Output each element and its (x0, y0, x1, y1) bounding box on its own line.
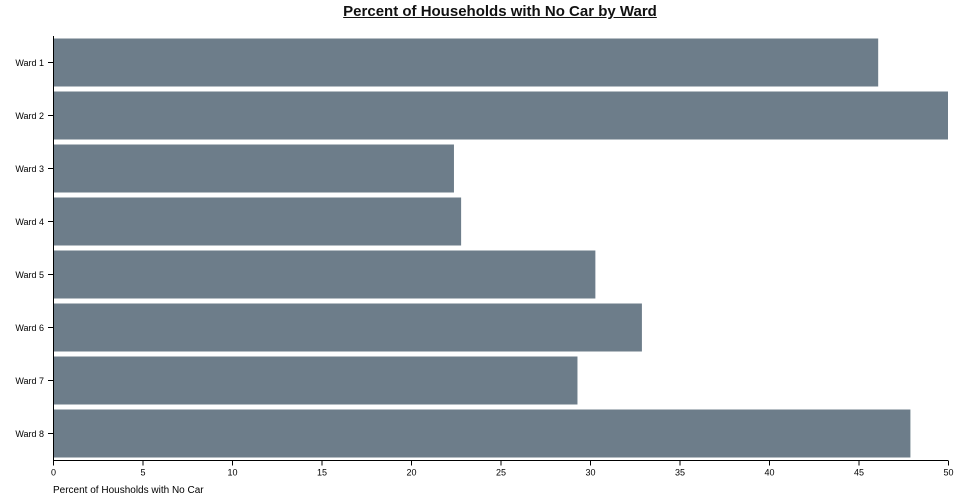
y-tick-label: Ward 2 (15, 111, 44, 121)
x-tick-label: 15 (317, 468, 327, 478)
bar-ward-2 (53, 91, 948, 140)
bar-ward-8 (53, 409, 911, 458)
x-tick-label: 0 (51, 468, 56, 478)
x-tick-label: 35 (675, 468, 685, 478)
bars-group (53, 38, 948, 458)
x-axis-label: Percent of Housholds with No Car (53, 485, 204, 496)
y-tick-label: Ward 6 (15, 323, 44, 333)
y-tick-label: Ward 8 (15, 429, 44, 439)
bar-ward-3 (53, 144, 454, 193)
bar-ward-1 (53, 38, 879, 87)
x-tick-label: 50 (943, 468, 953, 478)
chart-title: Percent of Households with No Car by War… (343, 3, 657, 20)
x-tick-label: 5 (140, 468, 145, 478)
y-tick-label: Ward 5 (15, 270, 44, 280)
x-tick-label: 10 (227, 468, 237, 478)
y-tick-label: Ward 7 (15, 376, 44, 386)
x-axis: 0 5 10 15 20 25 30 35 40 45 50 (51, 460, 954, 478)
bar-ward-5 (53, 250, 596, 299)
y-tick-label: Ward 3 (15, 164, 44, 174)
x-tick-label: 40 (764, 468, 774, 478)
x-tick-label: 25 (496, 468, 506, 478)
x-tick-label: 20 (406, 468, 416, 478)
x-tick-label: 30 (585, 468, 595, 478)
x-tick-label: 45 (854, 468, 864, 478)
y-tick-label: Ward 1 (15, 58, 44, 68)
bar-ward-7 (53, 356, 578, 405)
y-tick-label: Ward 4 (15, 217, 44, 227)
bar-ward-6 (53, 303, 642, 352)
y-axis: Ward 1 Ward 2 Ward 3 Ward 4 Ward 5 Ward 6 Ward… (15, 36, 54, 460)
bar-ward-4 (53, 197, 462, 246)
